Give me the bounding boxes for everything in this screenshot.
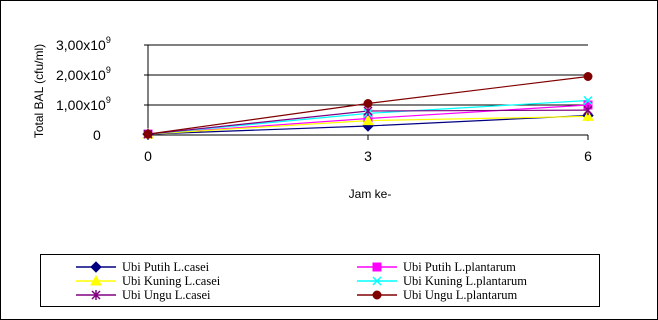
data-point: [583, 95, 593, 106]
data-point: [583, 105, 593, 116]
legend-label: Ubi Ungu L.casei: [122, 288, 211, 302]
y-tick-label: 0: [93, 127, 101, 143]
legend-swatch-marker: [372, 290, 382, 300]
legend-label: Ubi Ungu L.plantarum: [403, 288, 517, 302]
series-markers: [142, 72, 594, 140]
legend-swatch-marker: [372, 276, 382, 286]
legend: Ubi Putih L.casei Ubi Putih L.plantarumUb…: [40, 254, 600, 307]
y-ticks: 0 1,00x109 2,00x109 3,00x109: [56, 35, 148, 143]
legend-swatch-marker: [372, 262, 382, 272]
y-tick-label: 2,00x109: [56, 65, 111, 83]
data-point: [583, 72, 593, 81]
y-axis-title: Total BAL (cfu/ml): [32, 44, 46, 138]
x-axis-title: Jam ke-: [349, 187, 392, 201]
legend-label: Ubi Putih L.plantarum: [403, 260, 516, 274]
x-tick-label: 3: [364, 148, 372, 164]
legend-swatch-marker: [91, 290, 101, 300]
legend-label: Ubi Kuning L.casei: [122, 274, 221, 288]
legend-swatch-marker: [90, 274, 102, 286]
x-tick-label: 0: [144, 148, 152, 164]
data-point: [363, 99, 373, 108]
data-point: [143, 129, 153, 139]
legend-box: [40, 254, 600, 307]
legend-label: Ubi Putih L.casei: [122, 260, 210, 274]
data-point: [362, 114, 374, 126]
y-tick-label: 1,00x109: [56, 95, 111, 113]
legend-label: Ubi Kuning L.plantarum: [403, 274, 527, 288]
y-tick-label: 3,00x109: [56, 35, 111, 53]
x-tick-label: 6: [584, 148, 592, 164]
legend-swatch-marker: [90, 261, 102, 273]
data-point: [582, 110, 594, 121]
